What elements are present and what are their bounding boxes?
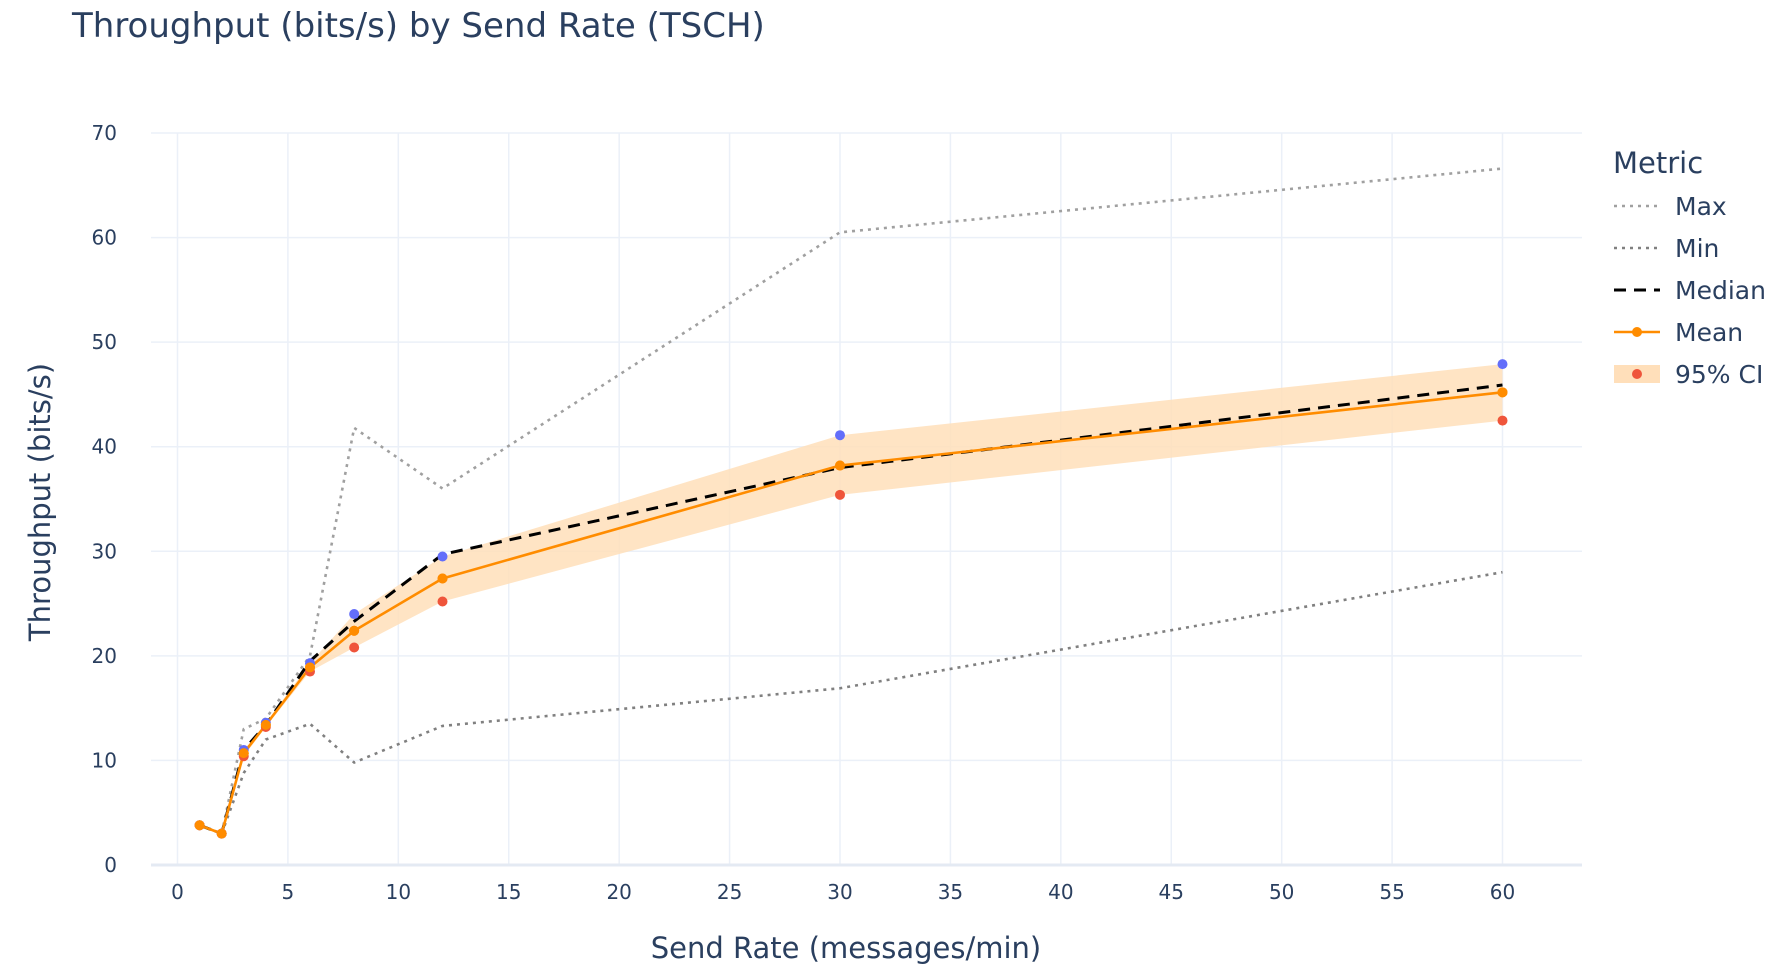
x-tick-label: 35 xyxy=(938,880,963,904)
legend-label-median: Median xyxy=(1675,276,1766,305)
legend: Metric Max Min Median Mean 95% CI xyxy=(1613,146,1766,389)
legend-label-mean: Mean xyxy=(1675,318,1743,347)
y-tick-label: 60 xyxy=(92,226,117,250)
mean-point xyxy=(260,719,271,730)
mean-point xyxy=(437,573,448,584)
x-tick-label: 25 xyxy=(717,880,742,904)
y-axis-title: Throughput (bits/s) xyxy=(23,363,57,642)
mean-point xyxy=(194,820,205,831)
ci-upper-point xyxy=(835,430,845,441)
mean-point xyxy=(835,460,845,471)
x-tick-label: 0 xyxy=(171,880,184,904)
series-layer xyxy=(199,167,1503,836)
grid-lines xyxy=(151,132,1582,867)
ci-upper-point xyxy=(437,551,448,562)
x-tick-label: 40 xyxy=(1048,880,1073,904)
tick-labels: 0 5 10 15 20 25 30 35 40 45 50 55 60 0 10 20 30 40 50 60 70 xyxy=(92,121,1516,904)
x-tick-label: 50 xyxy=(1269,880,1294,904)
mean-point xyxy=(1497,387,1508,398)
y-tick-label: 0 xyxy=(104,853,117,877)
ci-band xyxy=(199,364,1503,834)
mean-point xyxy=(305,662,315,673)
y-tick-label: 50 xyxy=(92,330,117,354)
chart-title: Throughput (bits/s) by Send Rate (TSCH) xyxy=(72,6,765,46)
legend-marker-ci xyxy=(1632,369,1642,379)
y-tick-label: 30 xyxy=(92,539,117,563)
mean-point xyxy=(349,625,360,636)
ci-lower-point xyxy=(1497,415,1508,426)
mean-point xyxy=(216,828,227,839)
series-line-max xyxy=(199,167,1503,835)
x-tick-label: 30 xyxy=(827,880,852,904)
ci-upper-point xyxy=(1497,359,1508,370)
y-tick-label: 20 xyxy=(92,644,117,668)
mean-point xyxy=(238,748,249,759)
legend-label-min: Min xyxy=(1675,234,1719,263)
x-tick-label: 15 xyxy=(496,880,521,904)
y-tick-label: 70 xyxy=(92,121,117,145)
ci-lower-point xyxy=(437,596,448,607)
legend-label-max: Max xyxy=(1675,192,1727,221)
x-axis-title: Send Rate (messages/min) xyxy=(651,931,1042,965)
ci-band-layer xyxy=(199,364,1503,834)
ci-lower-point xyxy=(349,642,360,653)
x-tick-label: 55 xyxy=(1379,880,1404,904)
x-tick-label: 45 xyxy=(1159,880,1184,904)
ci-lower-point xyxy=(835,489,845,500)
marker-layer xyxy=(194,359,1508,839)
legend-title: Metric xyxy=(1613,146,1703,180)
legend-marker-mean xyxy=(1632,327,1642,337)
x-tick-label: 60 xyxy=(1490,880,1515,904)
ci-upper-point xyxy=(349,609,360,620)
y-tick-label: 10 xyxy=(92,748,117,772)
legend-label-ci: 95% CI xyxy=(1675,360,1763,389)
x-tick-label: 10 xyxy=(386,880,411,904)
x-tick-label: 20 xyxy=(606,880,631,904)
y-tick-label: 40 xyxy=(92,435,117,459)
x-tick-label: 5 xyxy=(282,880,295,904)
